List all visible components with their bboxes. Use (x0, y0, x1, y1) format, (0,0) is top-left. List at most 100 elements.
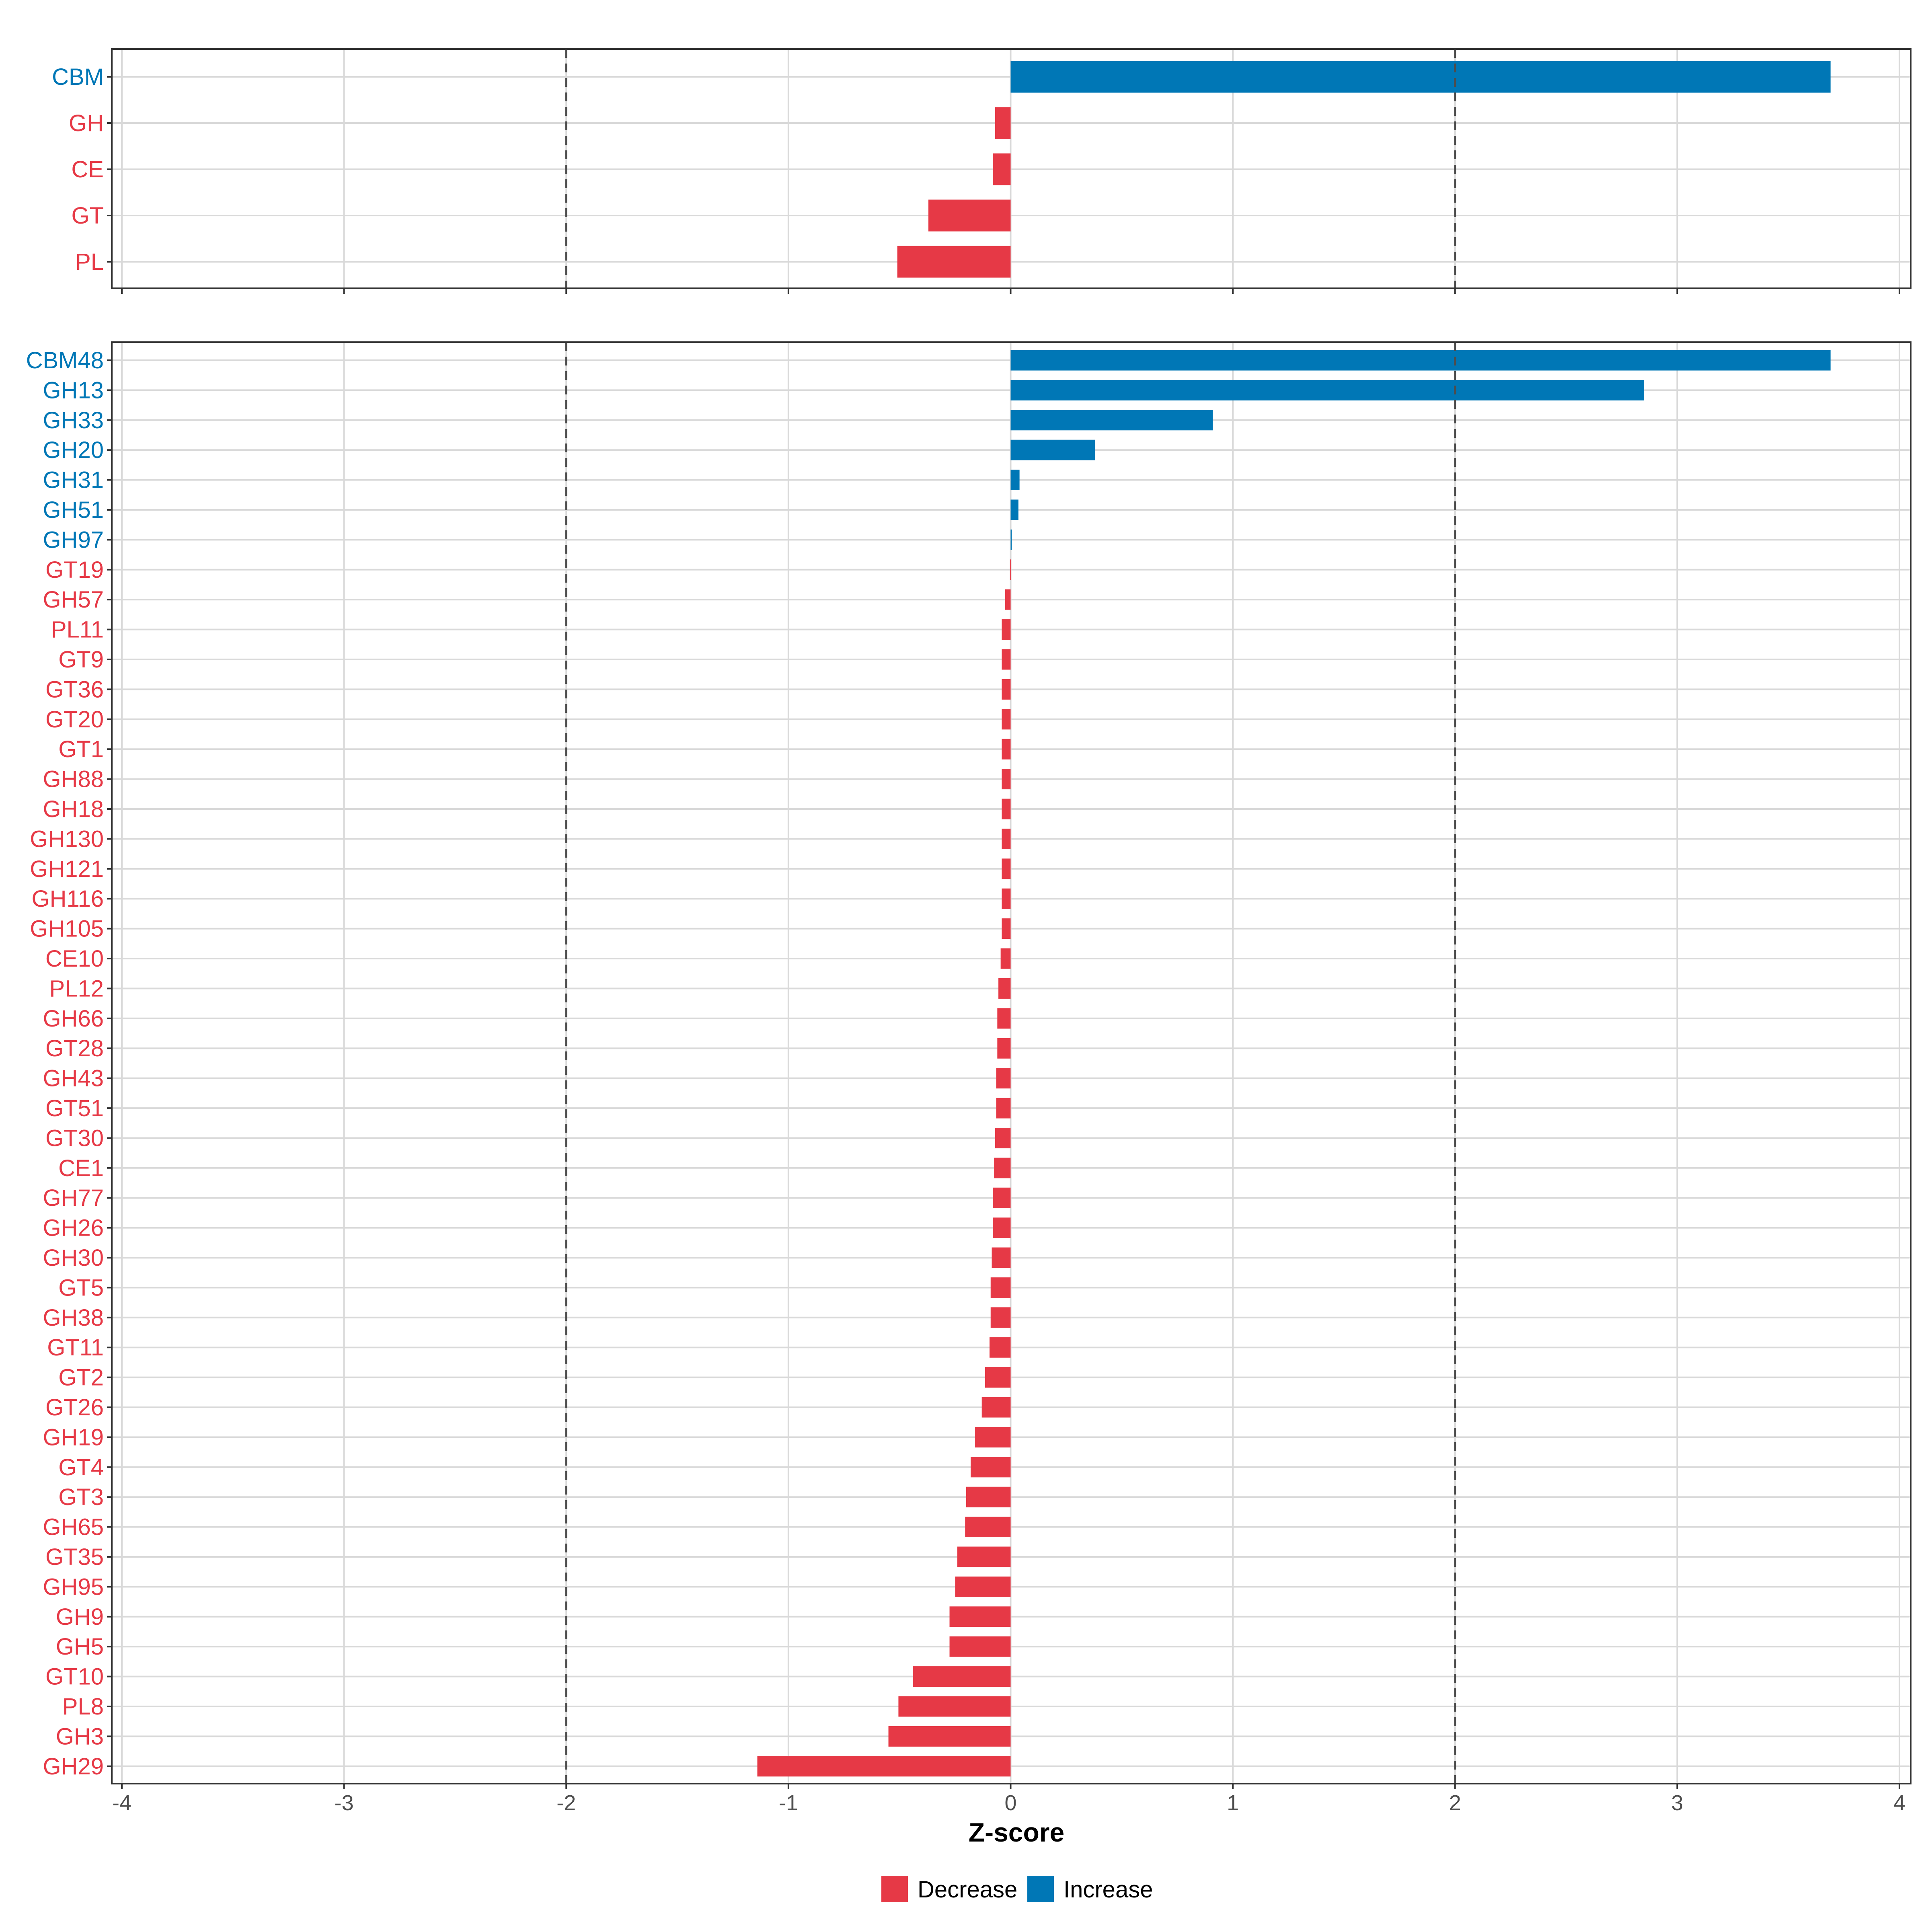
bar (1010, 470, 1020, 491)
bar (1010, 439, 1095, 460)
bar (992, 1247, 1011, 1268)
bar (990, 1337, 1011, 1358)
category-label: GT28 (45, 1035, 104, 1061)
bar (1002, 799, 1011, 819)
category-label: GT36 (45, 676, 104, 702)
bar (1002, 918, 1011, 939)
category-label: GT9 (58, 647, 104, 673)
category-label: GH20 (43, 437, 104, 463)
bar (993, 1218, 1011, 1238)
bar (1002, 858, 1011, 879)
category-label: CBM (52, 64, 104, 90)
category-label: GH121 (30, 856, 104, 882)
bar (1010, 410, 1213, 431)
bar (1002, 619, 1011, 640)
x-tick-label: -3 (335, 1791, 354, 1815)
x-tick-label: 2 (1449, 1791, 1461, 1815)
bar (990, 1277, 1011, 1298)
category-label: PL8 (62, 1694, 104, 1720)
bar (1002, 649, 1011, 670)
class-panel: CBM GH CE GT PL (52, 48, 1912, 294)
x-tick-label: 3 (1671, 1791, 1683, 1815)
increase-legend-label: Increase (1064, 1877, 1153, 1903)
bar (949, 1636, 1011, 1657)
category-label: GH95 (43, 1574, 104, 1600)
bar (975, 1427, 1011, 1447)
category-label: GT51 (45, 1095, 104, 1121)
category-label: GH3 (56, 1723, 104, 1749)
bar (966, 1486, 1011, 1507)
category-label: CE10 (45, 946, 104, 972)
x-tick-label: -2 (556, 1791, 576, 1815)
bar (997, 1038, 1011, 1059)
bar (949, 1606, 1011, 1627)
category-label: GH18 (43, 796, 104, 822)
increase-legend-key (1027, 1876, 1054, 1902)
category-label: CE (71, 156, 104, 183)
category-label: GT19 (45, 557, 104, 583)
category-label: GT26 (45, 1394, 104, 1421)
bar (888, 1726, 1011, 1747)
bar (995, 107, 1011, 139)
bar (993, 1187, 1011, 1208)
category-label: GH29 (43, 1753, 104, 1780)
decrease-legend-label: Decrease (918, 1877, 1017, 1903)
category-label: GH31 (43, 467, 104, 493)
bar (955, 1576, 1011, 1597)
category-label: GT11 (47, 1335, 104, 1361)
bar (1002, 709, 1011, 730)
category-label: GT35 (45, 1544, 104, 1570)
x-tick-label: -1 (779, 1791, 798, 1815)
bar (990, 1307, 1011, 1328)
bar (1010, 499, 1018, 520)
bar (1002, 769, 1011, 790)
category-label: GH116 (32, 886, 104, 912)
bar (1000, 948, 1011, 969)
category-label: GT10 (45, 1664, 104, 1690)
bar (1002, 679, 1011, 700)
bar (1002, 828, 1011, 849)
category-label: GT1 (58, 736, 104, 762)
bar (897, 246, 1011, 278)
bar (993, 153, 1011, 185)
category-label: GH38 (43, 1305, 104, 1331)
category-label: GH77 (43, 1185, 104, 1211)
category-label: GH19 (43, 1424, 104, 1450)
bar (994, 1158, 1011, 1178)
category-label: PL12 (49, 975, 104, 1002)
category-label: GH66 (43, 1006, 104, 1032)
bar (1002, 739, 1011, 760)
family-panel: CBM48 GH13 GH33 GH20 GH31 GH51 GH97 GT19 GH57 PL1… (26, 341, 1912, 1789)
category-label: GH (69, 110, 104, 136)
bar (998, 978, 1011, 999)
x-tick-label: -4 (112, 1791, 131, 1815)
category-label: GH9 (56, 1604, 104, 1630)
bar (898, 1696, 1011, 1717)
bar (1002, 888, 1011, 909)
category-label: GT20 (45, 706, 104, 733)
x-axis: -4 -3 -2 -1 0 1 2 3 4 (112, 1791, 1905, 1815)
category-label: GH30 (43, 1245, 104, 1271)
category-label: PL11 (51, 617, 104, 643)
bar (757, 1756, 1011, 1777)
bar (981, 1397, 1011, 1418)
category-label: GH65 (43, 1514, 104, 1540)
category-label: PL (75, 249, 104, 275)
bar (971, 1457, 1011, 1478)
category-label: GT (71, 203, 104, 229)
category-label: GT4 (58, 1454, 104, 1480)
category-label: GH26 (43, 1215, 104, 1241)
x-tick-label: 1 (1227, 1791, 1239, 1815)
category-label: GT5 (58, 1275, 104, 1301)
bar (957, 1546, 1011, 1567)
category-label: GH51 (43, 497, 104, 523)
category-label: GT3 (58, 1484, 104, 1510)
bar (997, 1008, 1011, 1029)
bar (996, 1068, 1011, 1089)
bar (985, 1367, 1011, 1388)
category-label: GT2 (58, 1365, 104, 1391)
category-label: GH13 (43, 377, 104, 403)
bar (995, 1127, 1011, 1148)
